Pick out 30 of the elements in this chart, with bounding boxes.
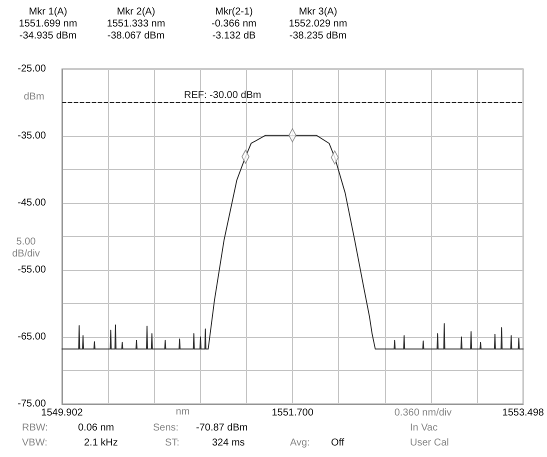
text: Mkr 2(A) 1551.333 nm -38.067 dBm xyxy=(106,6,166,42)
ref-line-label: REF: -30.00 dBm xyxy=(184,90,262,101)
text: VBW: xyxy=(22,438,48,448)
x-tick-label: 1549.902 xyxy=(41,408,84,418)
text: 5.00 dB/div xyxy=(12,236,40,260)
text: 0.06 nm xyxy=(78,422,114,434)
y-tick-label: -65.00 xyxy=(18,332,46,342)
y-tick-label: -25.00 xyxy=(18,64,46,74)
y-tick-label: -45.00 xyxy=(18,198,46,208)
text: RBW: xyxy=(22,422,48,434)
x-tick-label: 1553.498 xyxy=(502,408,544,418)
x-tick-label: 1551.700 xyxy=(272,408,314,418)
y-tick-label: -35.00 xyxy=(18,130,46,142)
x-axis-title: nm xyxy=(176,406,190,418)
y-tick-label: -75.00 xyxy=(18,398,46,410)
text: Mkr(2-1) -0.366 nm -3.132 dB xyxy=(211,6,257,42)
text: 0.360 nm/div xyxy=(394,408,452,418)
y-axis-title: dBm xyxy=(24,92,44,102)
text: Avg: xyxy=(290,438,310,448)
text: ST: xyxy=(165,438,180,448)
text: Mkr 1(A) 1551.699 nm -34.935 dBm xyxy=(18,6,78,42)
text: In Vac xyxy=(410,422,438,434)
text: Sens: xyxy=(153,422,179,434)
text: 324 ms xyxy=(212,438,245,448)
text: Mkr 3(A) 1552.029 nm -38.235 dBm xyxy=(288,6,348,42)
text: User Cal xyxy=(410,438,449,448)
y-tick-label: -55.00 xyxy=(18,264,46,276)
text: 2.1 kHz xyxy=(84,438,118,448)
text: Off xyxy=(331,438,344,448)
text: -70.87 dBm xyxy=(196,422,248,434)
